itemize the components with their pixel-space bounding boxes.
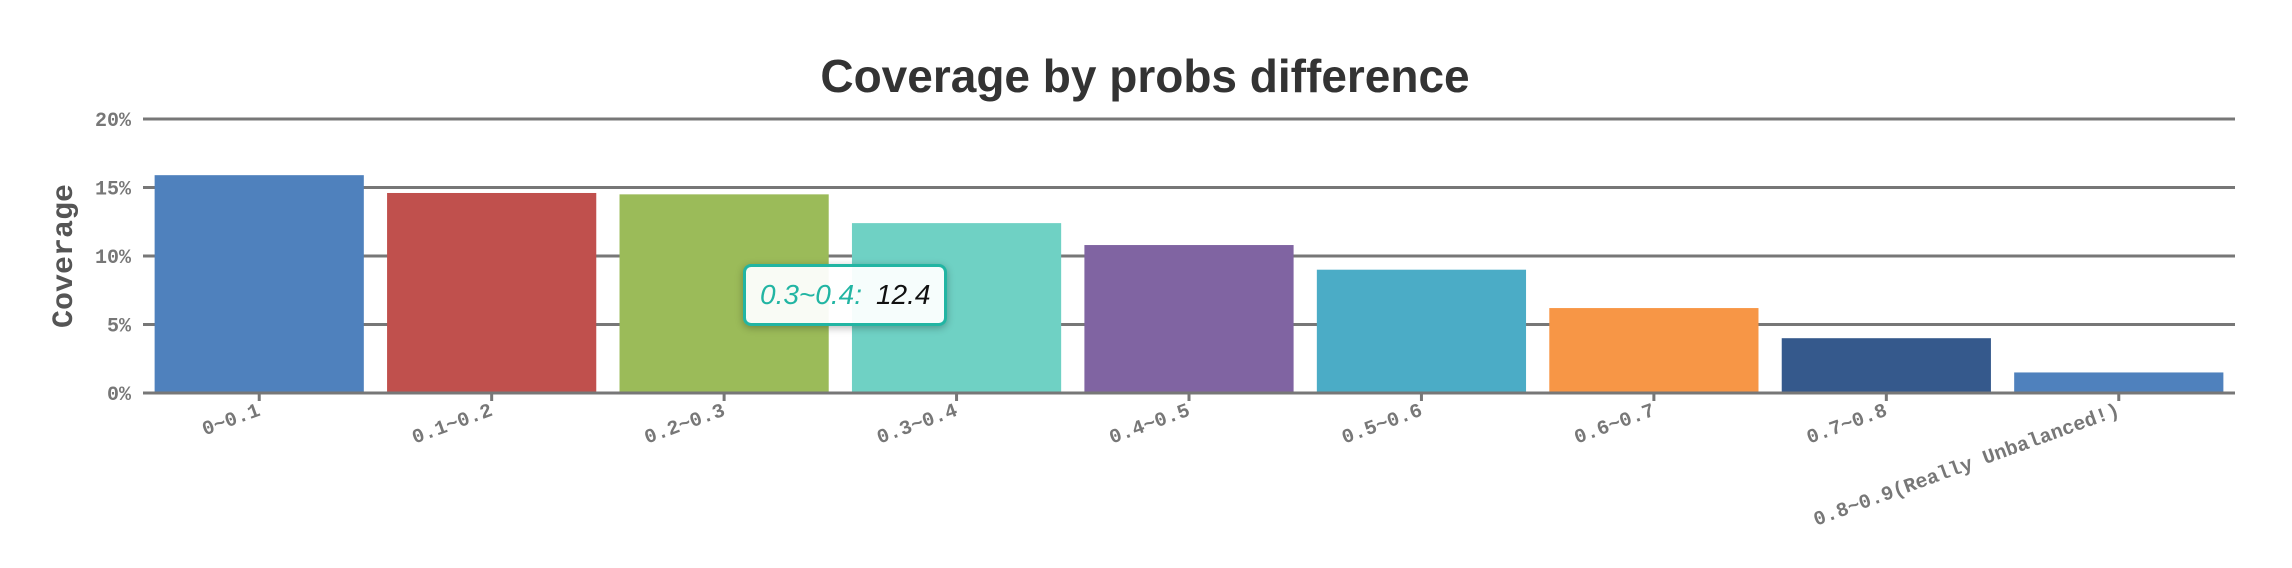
x-tick-label: 0.3~0.4	[874, 400, 961, 450]
bar[interactable]	[1316, 269, 1527, 393]
bar[interactable]	[387, 192, 597, 393]
y-axis-label: Coverage	[48, 184, 82, 328]
x-tick-label: 0.6~0.7	[1571, 400, 1658, 450]
x-tick-label: 0.7~0.8	[1804, 400, 1891, 450]
x-tick-label: 0.5~0.6	[1339, 400, 1426, 450]
y-tick-label: 10%	[95, 247, 132, 270]
x-tick-label: 0.4~0.5	[1107, 400, 1194, 450]
bar-tooltip: 0.3~0.4: 12.4	[743, 264, 948, 326]
x-tick-labels: 0~0.1 0.1~0.2 0.2~0.3 0.3~0.4 0.4~0.5 0.5~0.6…	[199, 393, 2123, 532]
bar[interactable]	[1084, 245, 1294, 393]
y-tick-label: 5%	[107, 316, 132, 339]
bar[interactable]	[2014, 372, 2224, 393]
y-tick-labels: 0% 5% 10% 15% 20%	[95, 110, 132, 407]
y-tick-label: 0%	[107, 384, 132, 407]
x-tick-label: 0.1~0.2	[409, 400, 496, 450]
y-tick-label: 20%	[95, 110, 132, 133]
bars	[154, 175, 2224, 393]
bar[interactable]	[1549, 308, 1759, 393]
chart-title: Coverage by probs difference	[820, 50, 1469, 102]
y-tick-label: 15%	[95, 179, 132, 202]
tooltip-value: 12.4	[875, 279, 931, 310]
bar[interactable]	[1781, 338, 1991, 393]
bar[interactable]	[154, 175, 364, 393]
x-tick-label: 0.2~0.3	[642, 400, 729, 450]
x-tick-label: 0~0.1	[199, 400, 263, 442]
tooltip-label: 0.3~0.4:	[760, 279, 862, 310]
